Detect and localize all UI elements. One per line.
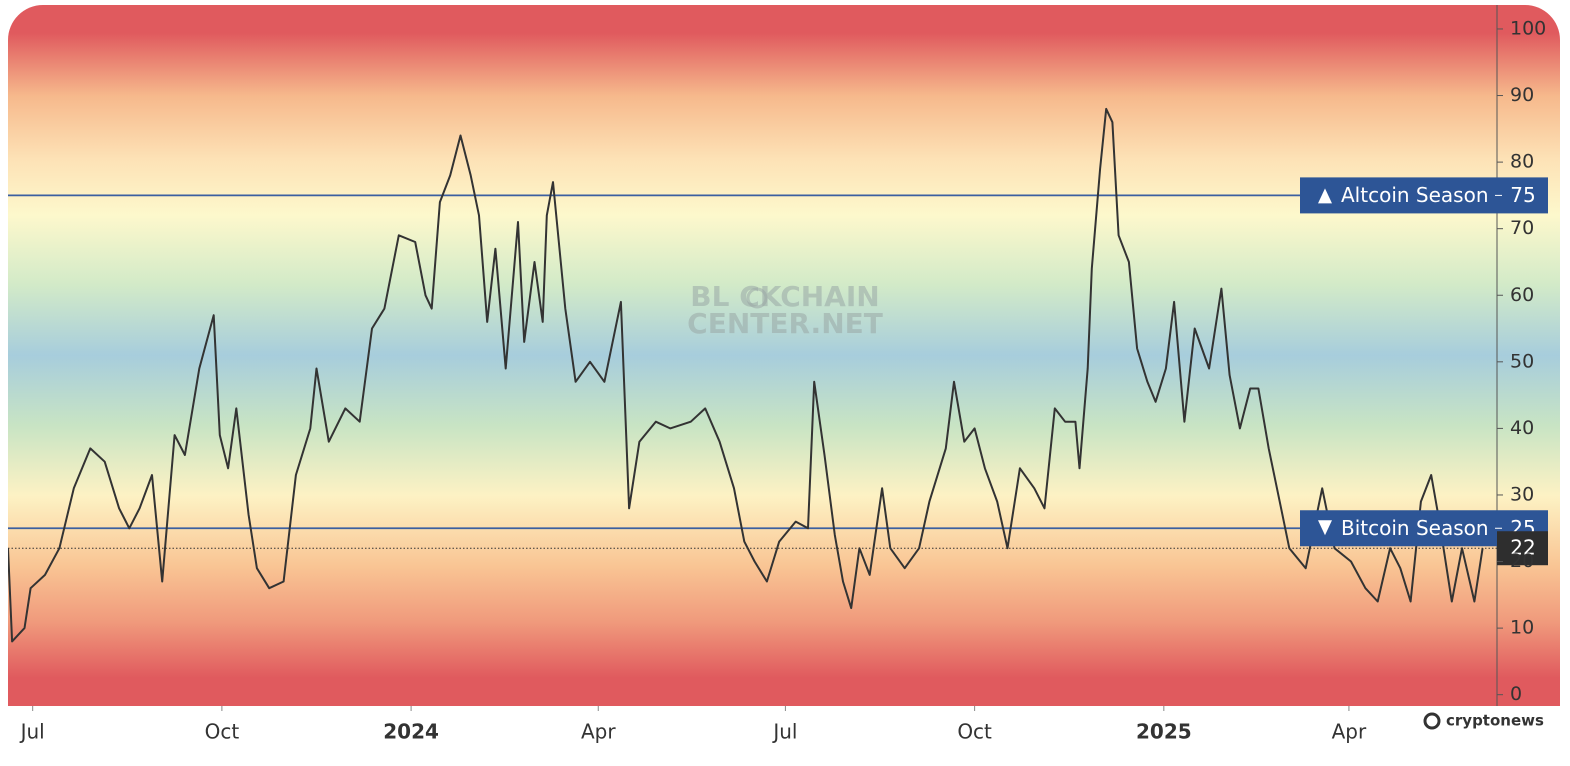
y-tick-label: 50 [1510, 350, 1534, 372]
watermark-icon [746, 287, 768, 309]
y-tick-label: 90 [1510, 84, 1534, 106]
y-tick-label: 0 [1510, 683, 1522, 705]
last-value-label: 22 [1510, 536, 1535, 560]
y-tick-label: 60 [1510, 284, 1534, 306]
x-tick-label: Apr [581, 720, 616, 744]
y-tick-label: 80 [1510, 151, 1534, 173]
x-tick-label: Jul [19, 720, 45, 744]
reference-arrow [1318, 520, 1332, 536]
x-tick-label: Oct [957, 720, 992, 744]
last-value-tag [1497, 531, 1548, 566]
y-tick-label: 20 [1510, 550, 1534, 572]
y-tick-label: 10 [1510, 617, 1534, 639]
x-tick-label: Oct [205, 720, 240, 744]
plot-area [8, 107, 1497, 643]
y-tick-label: 30 [1510, 483, 1534, 505]
y-tick-label: 40 [1510, 417, 1534, 439]
reference-label: Altcoin Season [1341, 183, 1489, 207]
plot-background [8, 5, 1560, 706]
brand: cryptonews [1423, 712, 1544, 730]
x-tick-label: Jul [771, 720, 797, 744]
watermark: CENTER.NET [687, 307, 883, 340]
brand-text: cryptonews [1446, 712, 1544, 730]
reference-tag [1300, 177, 1548, 214]
series-line [8, 107, 1484, 643]
x-tick-label: Apr [1332, 720, 1367, 744]
y-tick-label: 100 [1510, 17, 1546, 39]
reference-label: Bitcoin Season [1341, 516, 1489, 540]
x-tick-label: 2025 [1136, 720, 1192, 744]
reference-arrow [1318, 188, 1332, 204]
y-tick-label: 70 [1510, 217, 1534, 239]
x-tick-label: 2024 [383, 720, 439, 744]
watermark: BL CKCHAIN [690, 280, 879, 313]
reference-value: 75 [1510, 183, 1535, 207]
